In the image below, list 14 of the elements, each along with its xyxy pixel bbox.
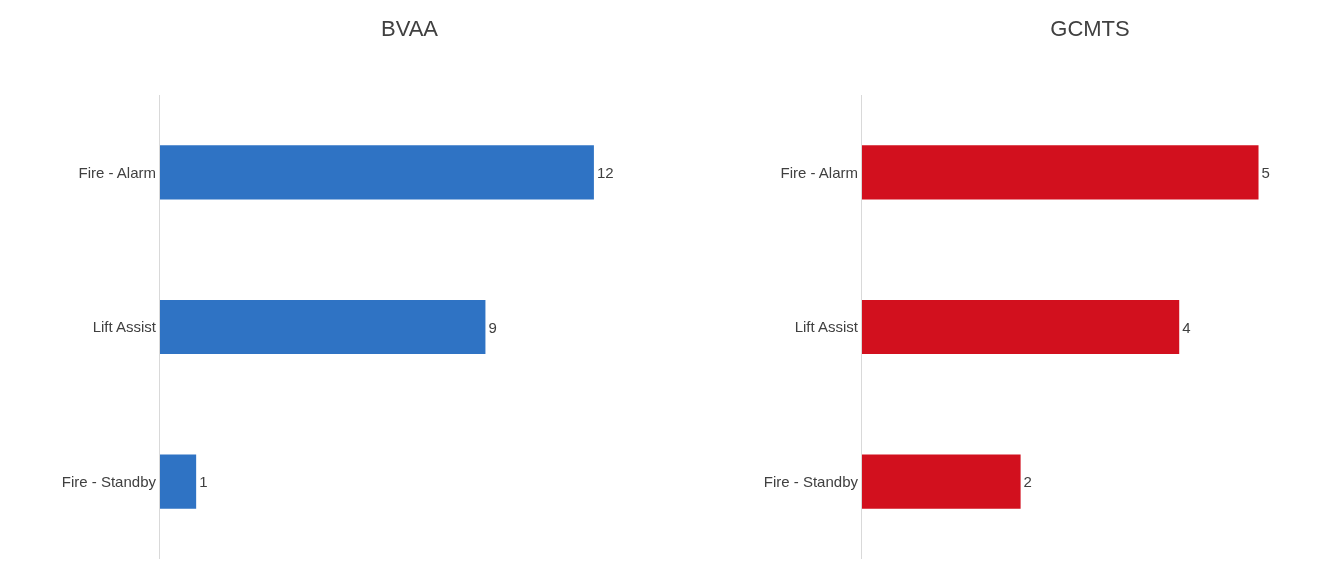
y-tick-label: Lift Assist <box>92 318 157 336</box>
data-label: 1 <box>199 473 208 491</box>
data-label: 2 <box>1023 473 1032 491</box>
data-label: 4 <box>1182 318 1191 336</box>
data-label: 9 <box>488 318 497 336</box>
y-tick-label: Fire - Standby <box>763 472 859 490</box>
data-label: 12 <box>596 163 614 181</box>
y-tick-label: Fire - Alarm <box>78 163 156 181</box>
y-tick-label: Fire - Standby <box>61 472 157 490</box>
data-label: 5 <box>1261 163 1270 181</box>
y-tick-label: Fire - Alarm <box>780 163 858 181</box>
chart-title: GCMTS <box>1050 15 1130 41</box>
y-tick-label: Lift Assist <box>794 318 859 336</box>
chart-title: BVAA <box>380 15 439 41</box>
